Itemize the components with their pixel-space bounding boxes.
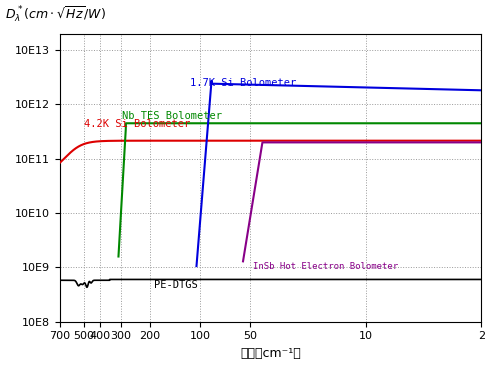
Text: InSb Hot Electron Bolometer: InSb Hot Electron Bolometer <box>252 262 398 271</box>
X-axis label: 波数（cm⁻¹）: 波数（cm⁻¹） <box>240 347 301 360</box>
Text: $D^*_\lambda(cm\cdot\sqrt{Hz}/W)$: $D^*_\lambda(cm\cdot\sqrt{Hz}/W)$ <box>5 4 106 24</box>
Text: 1.7K Si Bolometer: 1.7K Si Bolometer <box>190 78 296 88</box>
Text: 4.2K Si Bolometer: 4.2K Si Bolometer <box>84 119 190 129</box>
Text: Nb TES Bolometer: Nb TES Bolometer <box>122 111 222 120</box>
Text: PE-DTGS: PE-DTGS <box>154 280 198 290</box>
